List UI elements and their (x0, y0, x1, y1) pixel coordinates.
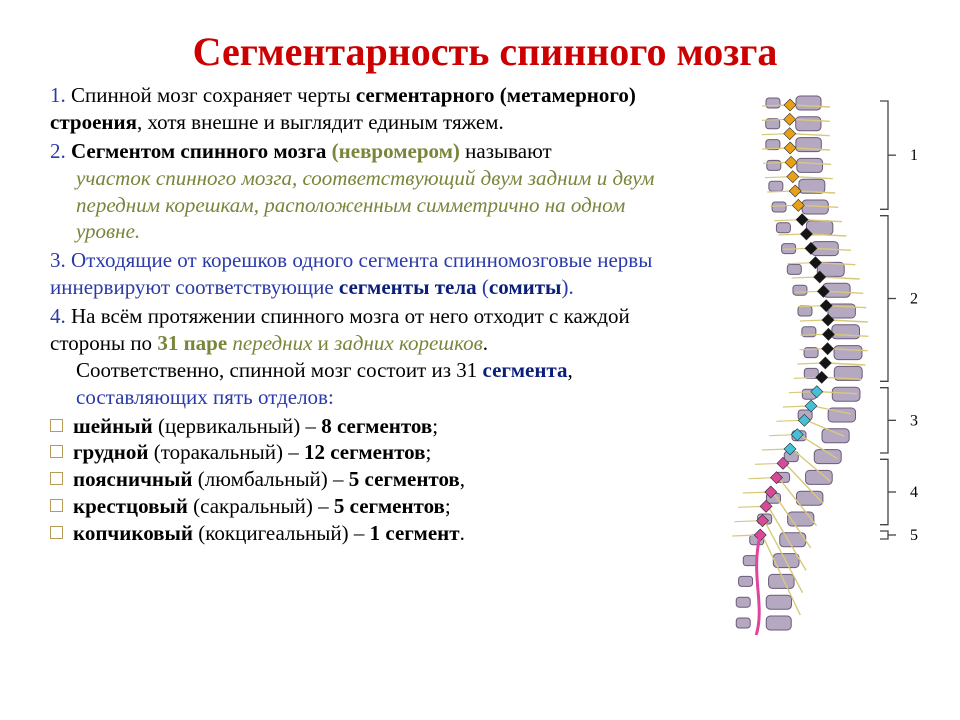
p4-text-f: . (483, 331, 488, 355)
bullet-icon (50, 499, 63, 512)
num-3: 3. (50, 248, 71, 272)
spine-svg: 1 2 3 4 5 (685, 95, 925, 655)
svg-text:4: 4 (910, 484, 918, 501)
p4-text-c: передних (227, 331, 312, 355)
slide: Сегментарность спинного мозга 1. Спинной… (0, 0, 960, 720)
spine-diagram: 1 2 3 4 5 (685, 95, 925, 655)
p4-text-j: составляющих пять отделов: (50, 384, 680, 411)
p4-text-h: сегмента (483, 358, 568, 382)
bullet-text: грудной (торакальный) – 12 сегментов; (73, 439, 431, 466)
p4-text-b: 31 паре (157, 331, 227, 355)
bullet-text: копчиковый (кокцигеальный) – 1 сегмент. (73, 520, 465, 547)
p3-text-e: ). (561, 275, 573, 299)
bullet-lumbar: поясничный (люмбальный) – 5 сегментов, (50, 466, 680, 493)
page-title: Сегментарность спинного мозга (50, 30, 920, 74)
p2-text-c: называют (460, 139, 552, 163)
point-3: 3. Отходящие от корешков одного сегмента… (50, 247, 680, 301)
p4-text-d: и (312, 331, 334, 355)
num-1: 1. (50, 83, 71, 107)
p3-text-d: сомиты (489, 275, 562, 299)
p3-text-c: ( (477, 275, 489, 299)
bullet-coccyx: копчиковый (кокцигеальный) – 1 сегмент. (50, 520, 680, 547)
svg-text:2: 2 (910, 291, 918, 308)
bullet-cervical: шейный (цервикальный) – 8 сегментов; (50, 413, 680, 440)
bullet-thoracic: грудной (торакальный) – 12 сегментов; (50, 439, 680, 466)
svg-text:5: 5 (910, 527, 918, 544)
p2-text-d: участок спинного мозга, соответствующий … (50, 165, 680, 246)
p4-text-e: задних корешков (334, 331, 483, 355)
bullet-text: поясничный (люмбальный) – 5 сегментов, (73, 466, 465, 493)
p1-text-a: Спинной мозг сохраняет черты (71, 83, 356, 107)
point-1: 1. Спинной мозг сохраняет черты сегмента… (50, 82, 680, 136)
svg-text:1: 1 (910, 147, 918, 164)
content-body: 1. Спинной мозг сохраняет черты сегмента… (50, 82, 680, 547)
bullet-icon (50, 472, 63, 485)
p4-text-g: Соответственно, спинной мозг состоит из … (76, 358, 483, 382)
point-4: 4. На всём протяжении спинного мозга от … (50, 303, 680, 411)
bullet-icon (50, 445, 63, 458)
p4-text-i: , (568, 358, 573, 382)
num-2: 2. (50, 139, 71, 163)
bullet-text: шейный (цервикальный) – 8 сегментов; (73, 413, 438, 440)
bullet-sacral: крестцовый (сакральный) – 5 сегментов; (50, 493, 680, 520)
bullet-icon (50, 419, 63, 432)
p2-text-a: Сегментом спинного мозга (71, 139, 332, 163)
bullet-text: крестцовый (сакральный) – 5 сегментов; (73, 493, 451, 520)
bullet-icon (50, 526, 63, 539)
point-2: 2. Сегментом спинного мозга (невромером)… (50, 138, 680, 246)
p3-text-b: сегменты тела (339, 275, 477, 299)
p1-text-c: , хотя внешне и выглядит единым тяжем. (137, 110, 504, 134)
p4-line2: Соответственно, спинной мозг состоит из … (50, 357, 680, 384)
num-4: 4. (50, 304, 71, 328)
svg-text:3: 3 (910, 412, 918, 429)
p2-text-b: (невромером) (332, 139, 460, 163)
